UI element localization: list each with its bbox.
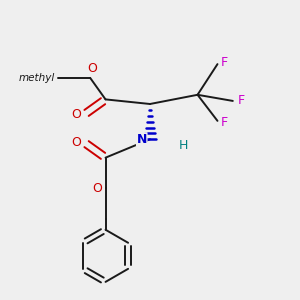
Text: O: O bbox=[93, 182, 103, 195]
Text: O: O bbox=[87, 62, 97, 75]
Text: H: H bbox=[179, 139, 188, 152]
Text: F: F bbox=[237, 94, 244, 107]
Text: methyl: methyl bbox=[19, 73, 55, 83]
Text: F: F bbox=[220, 116, 228, 129]
Text: N: N bbox=[136, 133, 147, 146]
Text: O: O bbox=[71, 136, 81, 149]
Text: O: O bbox=[71, 108, 81, 121]
Text: F: F bbox=[220, 56, 228, 69]
